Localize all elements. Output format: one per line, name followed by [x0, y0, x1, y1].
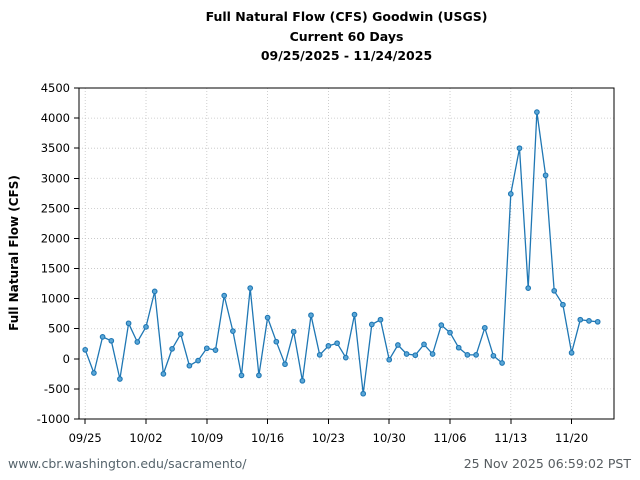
data-point-marker	[447, 329, 453, 336]
data-point-marker	[403, 351, 410, 357]
y-tick-label: 2500	[41, 201, 70, 215]
axes	[74, 87, 615, 424]
y-tick-label: 4500	[41, 81, 70, 95]
chart-title-line2: Current 60 Days	[289, 28, 404, 44]
data-point-marker	[169, 346, 175, 352]
y-tick-label: 0	[63, 352, 70, 366]
data-point-marker	[82, 346, 89, 353]
data-point-marker	[143, 324, 149, 330]
x-tick-label: 10/16	[251, 431, 284, 445]
gridlines	[79, 88, 614, 419]
data-point-marker	[273, 338, 280, 345]
x-tick-label: 10/09	[190, 431, 223, 445]
data-point-marker	[490, 352, 497, 359]
data-point-marker	[91, 370, 97, 376]
data-point-marker	[316, 352, 323, 358]
y-tick-label: -1000	[37, 412, 70, 426]
data-point-marker	[230, 328, 236, 334]
data-point-marker	[560, 301, 566, 308]
y-tick-label: 1500	[41, 262, 70, 276]
data-point-marker	[108, 337, 115, 344]
footer-url: www.cbr.washington.edu/sacramento/	[8, 456, 247, 471]
data-point-marker	[594, 318, 601, 325]
data-point-marker	[368, 321, 375, 328]
y-tick-label: 3000	[41, 171, 70, 185]
data-point-marker	[525, 285, 532, 291]
data-point-marker	[499, 360, 505, 366]
chart-title-line1: Full Natural Flow (CFS) Goodwin (USGS)	[205, 9, 488, 24]
data-point-marker	[264, 314, 271, 321]
x-tick-label: 09/25	[69, 431, 102, 445]
data-point-marker	[577, 316, 584, 323]
data-point-marker	[195, 357, 201, 364]
data-point-marker	[568, 349, 575, 356]
x-tick-label: 11/20	[555, 431, 588, 445]
data-point-marker	[221, 292, 228, 299]
data-point-marker	[395, 342, 401, 348]
data-point-marker	[134, 339, 141, 345]
flow-line-chart: -1000 -500 0 500 1000 1500 2000 2500 3000 3500 400…	[37, 81, 615, 445]
data-point-marker	[542, 172, 549, 179]
data-point-marker	[212, 347, 219, 353]
data-point-marker	[429, 351, 436, 357]
data-point-marker	[186, 362, 193, 369]
y-tick-label: -500	[44, 382, 70, 396]
data-point-marker	[325, 343, 332, 349]
data-point-marker	[360, 390, 367, 397]
data-point-marker	[177, 331, 184, 337]
data-point-marker	[507, 191, 514, 197]
data-point-marker	[586, 318, 592, 324]
data-point-marker	[534, 109, 540, 115]
x-tick-label: 10/30	[373, 431, 406, 445]
data-point-marker	[125, 320, 132, 327]
data-point-marker	[438, 322, 445, 328]
data-point-marker	[290, 328, 297, 335]
data-point-marker	[421, 341, 427, 348]
data-point-marker	[203, 345, 210, 352]
y-tick-label: 4000	[41, 111, 70, 125]
data-point-marker	[238, 372, 245, 379]
footer: www.cbr.washington.edu/sacramento/ 25 No…	[0, 454, 640, 480]
data-point-marker	[308, 312, 314, 319]
series-line	[84, 111, 598, 395]
data-point-marker	[464, 352, 471, 358]
x-tick-label: 11/13	[494, 431, 527, 445]
data-point-marker	[551, 287, 558, 294]
chart-title: Full Natural Flow (CFS) Goodwin (USGS) C…	[79, 7, 614, 66]
data-point-marker	[481, 324, 488, 331]
data-point-marker	[334, 340, 340, 347]
data-point-marker	[160, 371, 167, 377]
y-tick-label: 500	[48, 322, 70, 336]
chart-title-line3: 09/25/2025 - 11/24/2025	[260, 48, 433, 63]
data-point-marker	[151, 288, 158, 295]
x-tick-label: 10/02	[129, 431, 162, 445]
tick-labels: -1000 -500 0 500 1000 1500 2000 2500 3000 3500 400…	[37, 81, 589, 445]
data-point-marker	[473, 352, 479, 358]
y-tick-label: 1000	[41, 292, 70, 306]
data-point-marker	[247, 285, 254, 291]
data-point-marker	[299, 377, 306, 384]
data-point-marker	[412, 352, 419, 359]
data-point-marker	[282, 361, 288, 368]
data-point-marker	[386, 356, 393, 363]
data-point-marker	[117, 376, 123, 382]
data-point-marker	[256, 372, 262, 379]
x-tick-label: 10/23	[312, 431, 345, 445]
y-tick-label: 3500	[41, 141, 70, 155]
x-tick-label: 11/06	[433, 431, 466, 445]
data-point-marker	[342, 354, 349, 361]
data-point-marker	[377, 316, 384, 323]
data-point-marker	[99, 334, 106, 340]
data-point-marker	[516, 145, 523, 152]
data-point-marker	[455, 344, 462, 351]
data-series	[82, 109, 601, 397]
data-point-marker	[351, 311, 358, 318]
y-tick-label: 2000	[41, 231, 70, 245]
footer-timestamp: 25 Nov 2025 06:59:02 PST	[463, 456, 631, 471]
